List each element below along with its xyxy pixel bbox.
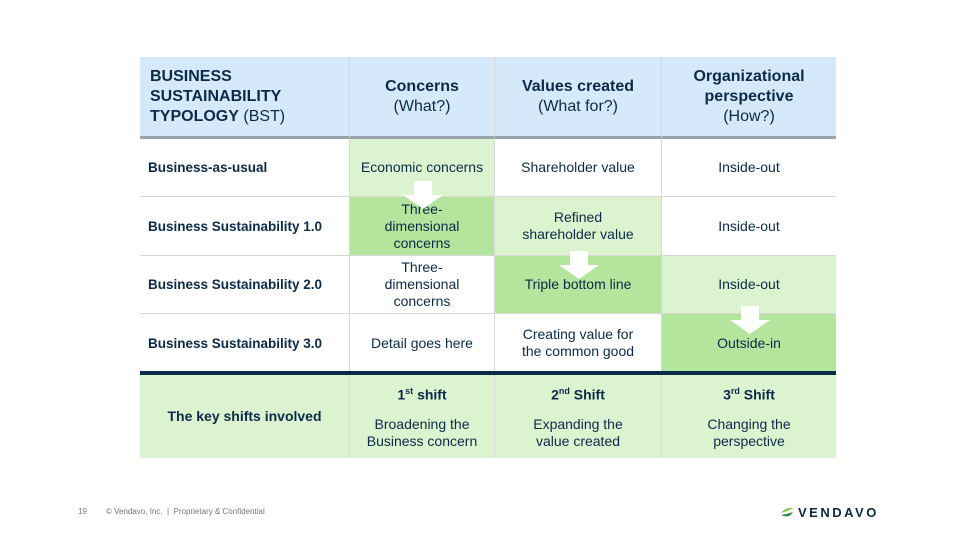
header-concerns-title: Concerns bbox=[385, 77, 459, 95]
shift-1: 1st shift Broadening the Business concer… bbox=[350, 375, 495, 458]
shift-3-title: 3rd Shift bbox=[723, 386, 775, 403]
header-typology: BUSINESS SUSTAINABILITY TYPOLOGY (BST) bbox=[140, 57, 350, 139]
cell-values: Creating value for the common good bbox=[495, 314, 662, 372]
header-values-title: Values created bbox=[521, 77, 635, 95]
cell-concerns: Detail goes here bbox=[350, 314, 495, 372]
shift-2: 2nd Shift Expanding the value created bbox=[495, 375, 662, 458]
header-typology-suffix: (BST) bbox=[243, 107, 286, 125]
divider bbox=[140, 371, 836, 375]
vendavo-wordmark: VENDAVO bbox=[798, 505, 879, 520]
shift-1-desc: Broadening the Business concern bbox=[366, 415, 478, 449]
shift-1-title: 1st shift bbox=[397, 386, 447, 403]
row-label: Business Sustainability 1.0 bbox=[140, 197, 350, 256]
cell-concerns: Three-dimensional concerns bbox=[350, 197, 495, 256]
cell-values: Shareholder value bbox=[495, 139, 662, 197]
copyright: © Vendavo, Inc. | Proprietary & Confiden… bbox=[106, 507, 265, 516]
row-label: Business Sustainability 3.0 bbox=[140, 314, 350, 372]
cell-perspective: Inside-out bbox=[662, 256, 836, 314]
header-concerns-sub: (What?) bbox=[393, 97, 451, 115]
header-concerns: Concerns (What?) bbox=[350, 57, 495, 139]
header-values-sub: (What for?) bbox=[537, 97, 618, 115]
page-number: 19 bbox=[78, 507, 87, 516]
header-typology-bold: BUSINESS SUSTAINABILITY TYPOLOGY bbox=[150, 67, 281, 125]
header-perspective-sub: (How?) bbox=[723, 107, 775, 125]
cell-concerns: Three-dimensional concerns bbox=[350, 256, 495, 314]
row-label: Business-as-usual bbox=[140, 139, 350, 197]
cell-values: Refined shareholder value bbox=[495, 197, 662, 256]
cell-perspective: Inside-out bbox=[662, 197, 836, 256]
shift-3-desc: Changing the perspective bbox=[707, 415, 791, 449]
shift-2-title: 2nd Shift bbox=[551, 386, 605, 403]
vendavo-leaf-icon bbox=[781, 507, 793, 516]
row-label: Business Sustainability 2.0 bbox=[140, 256, 350, 314]
shift-2-desc: Expanding the value created bbox=[533, 415, 623, 449]
header-values: Values created (What for?) bbox=[495, 57, 662, 139]
shifts-label: The key shifts involved bbox=[140, 375, 350, 458]
header-perspective: Organizational perspective (How?) bbox=[662, 57, 836, 139]
cell-perspective: Inside-out bbox=[662, 139, 836, 197]
shift-3: 3rd Shift Changing the perspective bbox=[662, 375, 836, 458]
header-perspective-title: Organizational perspective bbox=[693, 67, 805, 105]
vendavo-logo: VENDAVO bbox=[780, 505, 879, 520]
cell-concerns: Economic concerns bbox=[350, 139, 495, 197]
